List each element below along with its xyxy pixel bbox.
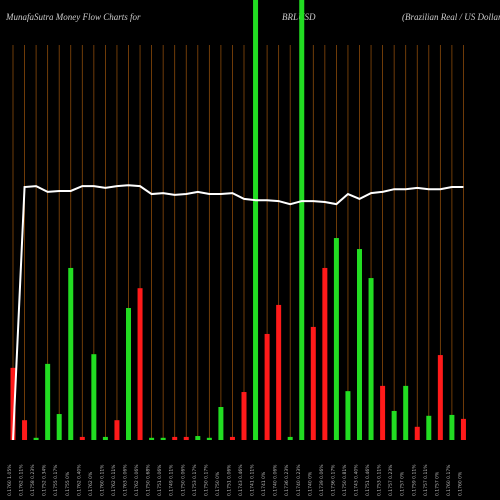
x-tick-label: 0.1752 0.34%	[42, 464, 48, 496]
x-tick-label: 0.1762 0.06%	[134, 464, 140, 496]
chart-subtitle: (Brazilian Real / US Dollar)	[402, 12, 500, 22]
bar	[45, 363, 51, 440]
bar	[333, 238, 339, 440]
bar	[149, 437, 155, 440]
x-tick-label: 0.1749 0.11%	[169, 464, 175, 496]
bar	[56, 414, 62, 440]
chart-symbol: BRLUSD	[282, 12, 316, 22]
x-tick-label: 0.1750 0.68%	[146, 464, 152, 496]
x-tick-label: 0.1755 0%	[65, 471, 71, 496]
x-tick-label: 0.1762 0.11%	[19, 464, 25, 496]
x-tick-label: 0.1757 0%	[400, 471, 406, 496]
x-tick-label: 0.1741 0%	[261, 471, 267, 496]
bar	[33, 437, 39, 440]
x-tick-label: 0.1740 0%	[307, 471, 313, 496]
x-tick-label: 0.1751 0.06%	[226, 464, 232, 496]
bar	[449, 414, 455, 440]
bar	[426, 415, 432, 440]
bar	[160, 437, 166, 440]
x-tick-label: 0.1743 0.46%	[238, 464, 244, 496]
x-tick-label: 0.1759 0.11%	[411, 464, 417, 496]
x-tick-label: 0.1750 0.06%	[180, 464, 186, 496]
x-tick-label: 0.1753 0.11%	[377, 464, 383, 496]
bar	[368, 278, 374, 440]
bar	[183, 436, 189, 440]
x-tick-label: 0.1741 0.11%	[250, 464, 256, 496]
x-tick-label: 0.1743 0.40%	[354, 464, 360, 496]
bar	[414, 426, 420, 440]
x-tick-label: 0.1751 0.46%	[365, 464, 371, 496]
bar	[91, 354, 97, 440]
bar	[68, 267, 74, 440]
bar	[218, 407, 224, 440]
x-tick-label: 0.1736 0.23%	[284, 464, 290, 496]
x-tick-label: 0.1739 0.06%	[319, 464, 325, 496]
bar	[10, 367, 16, 440]
bar	[391, 410, 397, 440]
bar	[299, 0, 305, 440]
x-tick-label: 0.1753 0.17%	[192, 464, 198, 496]
x-tick-label: 0.1757 0.23%	[388, 464, 394, 496]
bar	[195, 436, 201, 440]
bar	[241, 392, 247, 440]
x-tick-label: 0.1760 0%	[457, 471, 463, 496]
x-tick-label: 0.1736 0.17%	[330, 464, 336, 496]
x-tick-label: 0.1760 0.11%	[99, 464, 105, 496]
x-tick-label: 0.1762 0.11%	[111, 464, 117, 496]
bar	[206, 437, 212, 440]
x-tick-label: 0.1762 0%	[88, 471, 94, 496]
bar	[287, 436, 293, 440]
bar	[114, 420, 120, 440]
x-tick-label: 0.1750 0.17%	[203, 464, 209, 496]
x-tick-label: 0.1758 0.23%	[30, 464, 36, 496]
bar	[102, 436, 108, 440]
bar	[380, 385, 386, 440]
x-tick-label: 0.1757 0%	[434, 471, 440, 496]
chart-title: MunafaSutra Money Flow Charts for	[5, 12, 141, 22]
bar	[437, 355, 443, 440]
x-tick-label: 0.1740 0.23%	[296, 464, 302, 496]
bar	[126, 308, 131, 440]
bar	[276, 304, 282, 440]
bar	[253, 0, 259, 440]
bar	[322, 267, 328, 440]
bar	[22, 420, 28, 440]
x-tick-label: 0.1762 0.40%	[76, 464, 82, 496]
x-tick-label: 0.1757 0.11%	[423, 464, 429, 496]
x-tick-label: 0.1763 0.06%	[123, 464, 129, 496]
x-tick-label: 0.1755 0.17%	[53, 464, 59, 496]
x-tick-label: 0.1751 0.06%	[157, 464, 163, 496]
bar	[310, 326, 316, 440]
bar	[79, 436, 85, 440]
bar	[172, 436, 178, 440]
x-tick-label: 0.1750 0.81%	[342, 464, 348, 496]
x-tick-label: 0.1760 0.17%	[446, 464, 452, 496]
x-tick-label: 0.1750 0%	[215, 471, 221, 496]
bar	[264, 333, 270, 440]
bar	[357, 249, 362, 440]
bar	[345, 391, 351, 440]
bar	[460, 418, 466, 440]
bar	[137, 288, 143, 440]
bar	[229, 436, 235, 440]
bar	[403, 385, 409, 440]
x-tick-label: 0.1740 0.06%	[273, 464, 279, 496]
price-line	[12, 184, 464, 441]
x-tick-label: 0.1760 1.05%	[7, 464, 13, 496]
